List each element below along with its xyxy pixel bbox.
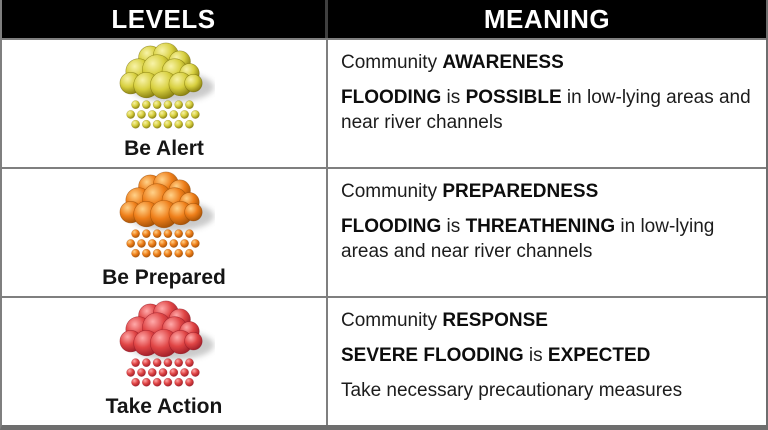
meaning-paragraph: Take necessary precautionary measures [341, 380, 683, 401]
meaning-paragraph: FLOODING is THREATHENING in low-lying ar… [341, 216, 715, 262]
level-label: Take Action [105, 394, 223, 418]
level-label: Be Prepared [102, 265, 226, 289]
table-header: LEVELS MEANING [2, 0, 766, 38]
table-body: Be Alert Community AWARENESS FLOODING is … [2, 38, 766, 425]
meaning-cell: Community PREPAREDNESS FLOODING is THREAT… [328, 169, 766, 296]
level-cell: Be Alert [2, 40, 328, 167]
meaning-paragraph: FLOODING is POSSIBLE in low-lying areas … [341, 87, 751, 133]
yellow-rain-cloud-icon [113, 42, 215, 137]
meaning-paragraph: Community RESPONSE [341, 310, 548, 331]
header-meaning: MEANING [483, 3, 611, 34]
orange-rain-cloud-icon [113, 171, 215, 266]
red-rain-cloud-icon [113, 300, 215, 395]
meaning-paragraph: SEVERE FLOODING is EXPECTED [341, 345, 651, 366]
table-row: Be Prepared Community PREPAREDNESS FLOODI… [2, 167, 766, 296]
header-levels: LEVELS [2, 0, 328, 38]
level-label: Be Alert [124, 136, 204, 160]
table-row: Be Alert Community AWARENESS FLOODING is … [2, 38, 766, 167]
table-row: Take Action Community RESPONSE SEVERE FLO… [2, 296, 766, 425]
meaning-paragraph: Community PREPAREDNESS [341, 181, 599, 202]
meaning-cell: Community RESPONSE SEVERE FLOODING is EXP… [328, 298, 766, 425]
meaning-cell: Community AWARENESS FLOODING is POSSIBLE … [328, 40, 766, 167]
meaning-paragraph: Community AWARENESS [341, 52, 564, 73]
level-cell: Be Prepared [2, 169, 328, 296]
level-cell: Take Action [2, 298, 328, 425]
